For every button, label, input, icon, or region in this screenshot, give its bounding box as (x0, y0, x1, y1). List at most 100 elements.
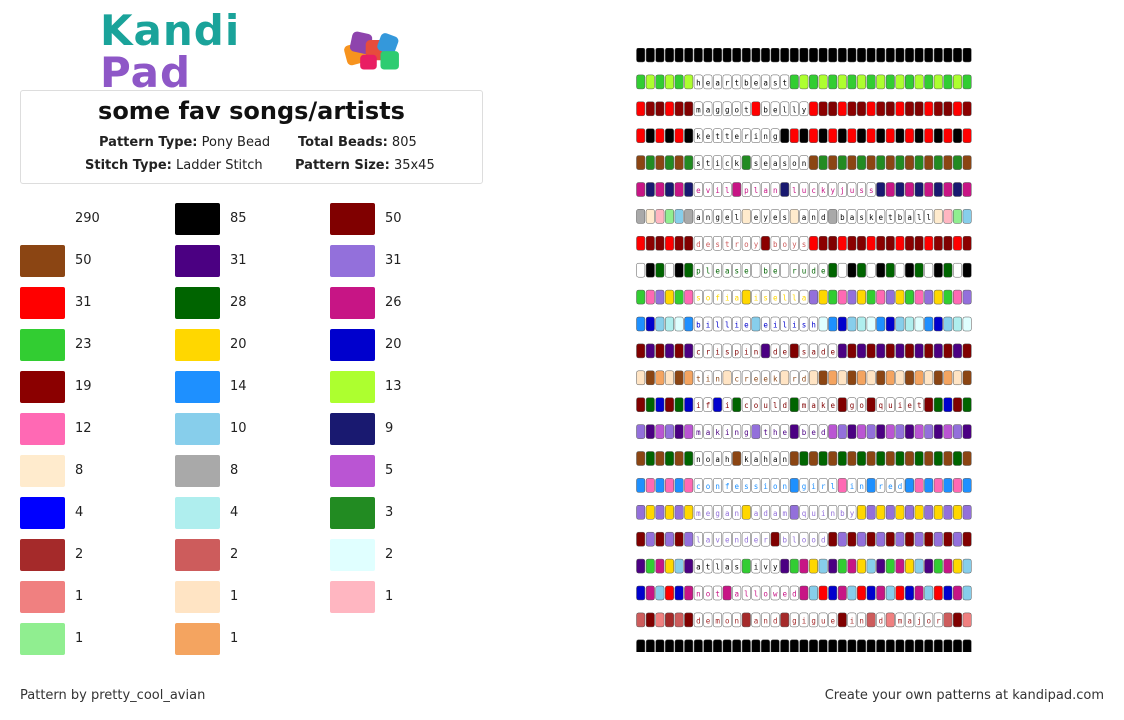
bead-letter: d (696, 240, 701, 249)
bead (741, 155, 751, 170)
bead (962, 128, 972, 143)
bead (847, 639, 857, 652)
bead (924, 451, 934, 466)
bead-letter: i (754, 132, 759, 141)
bead-letter: g (715, 105, 720, 114)
bead-letter: n (859, 616, 864, 625)
bead-letter: n (715, 374, 720, 383)
bead-letter: o (744, 240, 749, 249)
bead-letter: e (696, 186, 701, 195)
bead (924, 182, 934, 197)
kandipad-link[interactable]: Create your own patterns at kandipad.com (824, 688, 1104, 703)
color-swatch (175, 287, 220, 319)
bead (751, 316, 761, 332)
bead (895, 585, 905, 601)
bead-letter: a (907, 616, 912, 625)
bead-count: 26 (385, 295, 402, 310)
bead (713, 531, 722, 547)
bead-letter: u (821, 616, 826, 625)
bead-letter: u (763, 401, 768, 410)
bead (818, 585, 828, 601)
bead (953, 128, 962, 143)
bead (780, 505, 790, 520)
bead (943, 236, 953, 251)
bead (905, 370, 914, 386)
bead (665, 585, 674, 601)
bead (876, 612, 886, 628)
bead (674, 236, 684, 251)
bead (943, 451, 953, 466)
bead-letter: c (811, 186, 816, 195)
bead (703, 289, 713, 305)
bead-count: 10 (230, 421, 247, 436)
bead (684, 182, 694, 197)
bead (799, 316, 809, 332)
bead-letter: k (821, 401, 826, 410)
bead-letter: s (802, 240, 807, 249)
bead-letter: n (773, 186, 778, 195)
bead (866, 209, 876, 224)
bead (684, 343, 694, 359)
bead-count: 8 (75, 463, 84, 478)
bead (828, 585, 838, 601)
bead (789, 451, 799, 466)
bead-letter: e (706, 509, 711, 518)
bead (751, 262, 761, 278)
bead-letter: e (773, 267, 778, 276)
bead (857, 48, 866, 63)
color-swatch (20, 287, 65, 319)
bead-letter: e (725, 213, 730, 222)
color-swatch (20, 413, 65, 445)
bead (636, 289, 646, 305)
bead (636, 451, 646, 466)
kandi-pad-logo[interactable]: Kandi Pad (100, 10, 410, 94)
bead (847, 424, 857, 439)
bead (732, 182, 742, 197)
bead (866, 558, 876, 574)
bead (837, 478, 847, 493)
bead (914, 531, 924, 547)
bead-letter: t (715, 132, 720, 141)
bead (962, 424, 972, 439)
bead (943, 478, 953, 493)
bead (645, 478, 655, 493)
bead (837, 182, 847, 197)
bead (905, 397, 914, 412)
bead (809, 48, 818, 63)
bead (895, 316, 905, 332)
bead-letter: t (744, 105, 749, 114)
bead-letter: o (811, 536, 816, 545)
bead (713, 316, 722, 332)
bead-letter: y (850, 509, 855, 518)
bead-letter: s (783, 159, 788, 168)
color-swatch (330, 581, 375, 613)
bead (953, 639, 962, 652)
bead (636, 182, 646, 197)
bead (722, 531, 732, 547)
bead (914, 316, 924, 332)
bead (684, 558, 694, 574)
bead-letter: f (715, 294, 720, 303)
bead (924, 370, 934, 386)
bead (818, 558, 828, 574)
bead (713, 74, 722, 90)
bead (684, 74, 694, 90)
bead (885, 558, 895, 574)
bead (866, 343, 876, 359)
bead (780, 236, 790, 251)
bead (770, 209, 780, 224)
bead-letter: s (773, 78, 778, 87)
bead (751, 74, 761, 90)
bead-letter: i (706, 374, 711, 383)
bead (732, 316, 742, 332)
bead (713, 558, 722, 574)
bead-letter: b (763, 267, 768, 276)
bead (876, 209, 886, 224)
bead (674, 209, 684, 224)
bead-letter: l (725, 321, 730, 330)
bead (857, 424, 866, 439)
bead-count: 14 (230, 379, 247, 394)
bead (914, 370, 924, 386)
bead (895, 48, 905, 63)
